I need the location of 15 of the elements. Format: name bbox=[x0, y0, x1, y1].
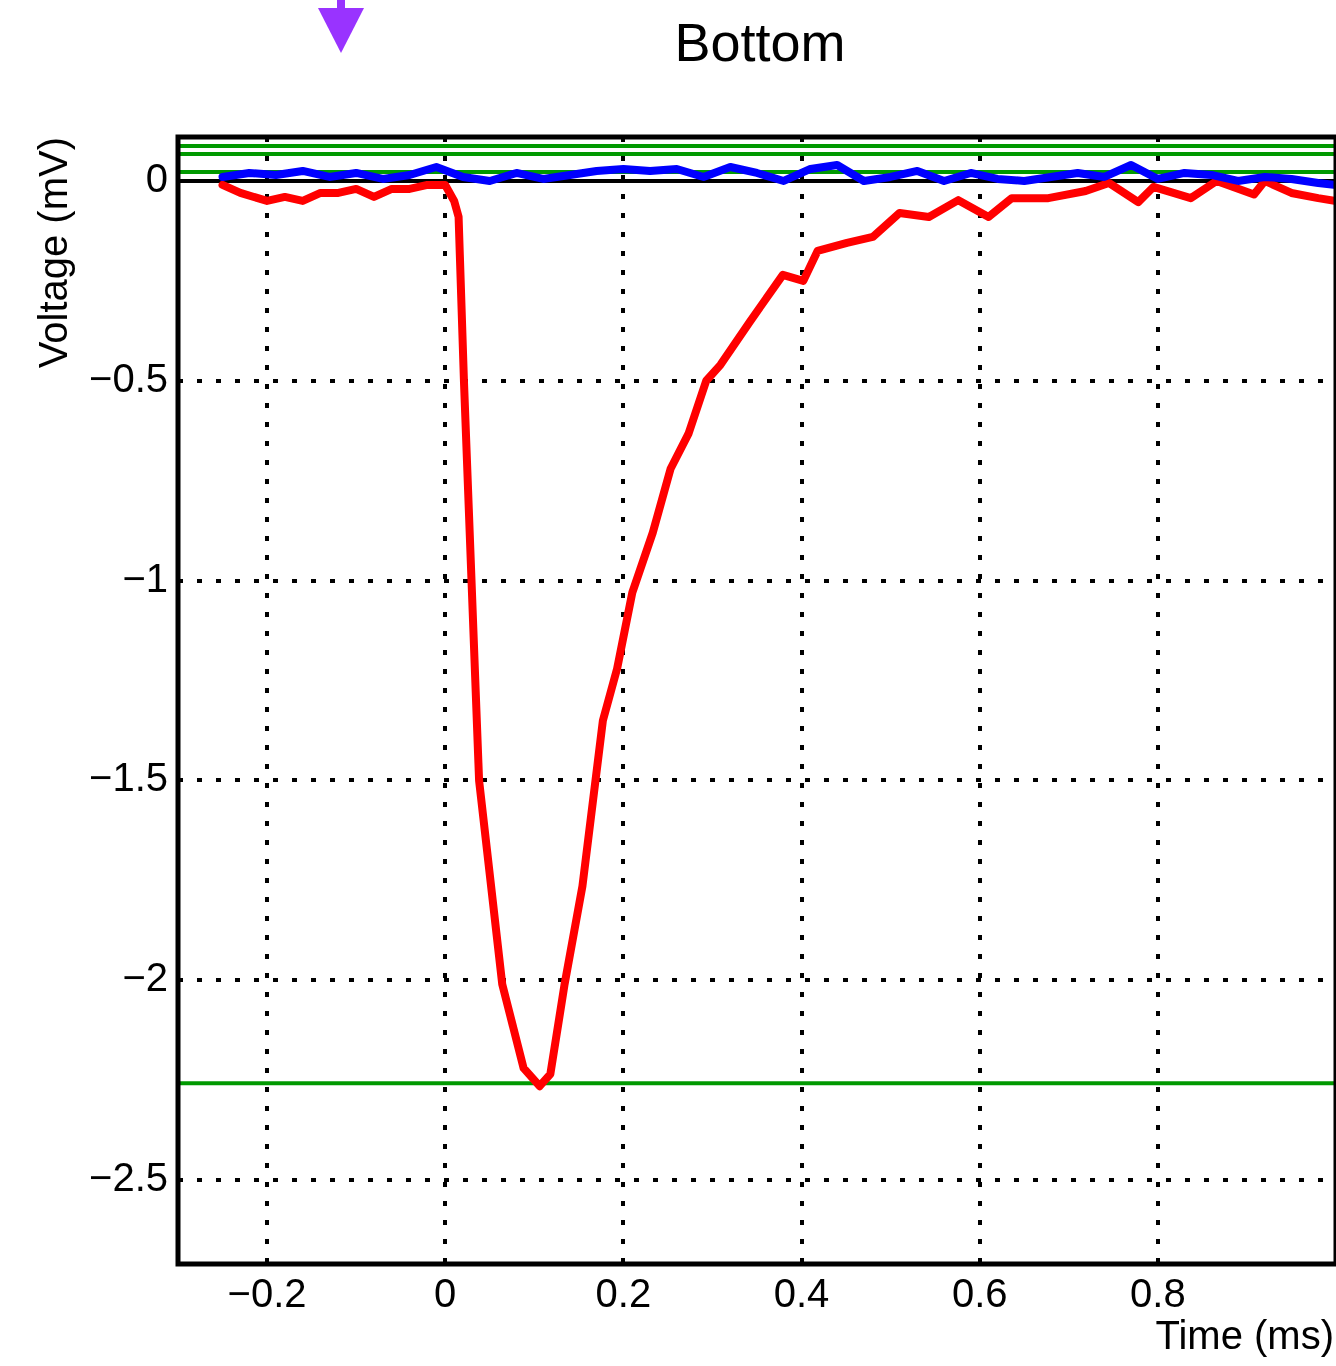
x-tick-label: 0.2 bbox=[595, 1271, 652, 1316]
x-tick-label: 0 bbox=[434, 1271, 457, 1316]
y-axis-title: Voltage (mV) bbox=[31, 137, 76, 369]
y-tick-label: −2.5 bbox=[89, 1155, 168, 1200]
y-tick-label: −0.5 bbox=[89, 355, 168, 400]
x-tick-label: −0.2 bbox=[227, 1271, 307, 1316]
x-tick-label: 0.4 bbox=[773, 1271, 830, 1316]
x-tick-label: 0.6 bbox=[951, 1271, 1008, 1316]
chart-title: Bottom bbox=[674, 11, 846, 72]
y-tick-label: 0 bbox=[145, 155, 168, 200]
y-tick-label: −2 bbox=[122, 955, 168, 1000]
y-tick-label: −1.5 bbox=[89, 755, 168, 800]
y-tick-label: −1 bbox=[122, 555, 168, 600]
x-tick-label: 0.8 bbox=[1130, 1271, 1186, 1316]
x-axis-title: Time (ms) bbox=[1155, 1313, 1334, 1358]
